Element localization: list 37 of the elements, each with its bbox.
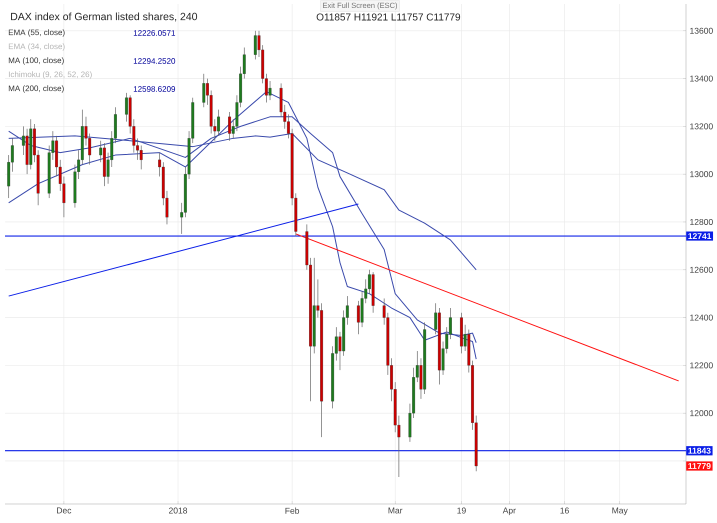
x-tick-label: Apr — [502, 508, 516, 516]
annotation: EMA (55, close) — [8, 29, 65, 37]
y-tick-label: 13600 — [690, 28, 713, 34]
candlestick — [254, 30, 257, 60]
annotation: 11779 — [688, 462, 711, 469]
annotation: 12226.0571 — [134, 30, 176, 36]
x-tick-label: May — [612, 508, 628, 516]
candlestick — [228, 112, 231, 142]
ref-line-label: 12741 — [688, 233, 712, 240]
candlestick — [356, 300, 360, 335]
x-tick-label: Feb — [285, 508, 300, 514]
annotation: Ichimoku (9, 26, 52, 26) — [8, 71, 92, 79]
x-tick-label: 2018 — [168, 508, 188, 514]
y-tick-label: 13200 — [690, 123, 713, 130]
annotation: MA (100, close) — [8, 57, 64, 65]
y-tick-label: 12000 — [690, 410, 713, 416]
candlestick — [217, 109, 220, 136]
y-tick-label: 12800 — [690, 218, 713, 225]
candlestick — [202, 73, 206, 108]
annotation: EMA (34, close) — [8, 43, 65, 51]
candlestick — [360, 290, 364, 328]
x-tick-label: Dec — [57, 508, 72, 514]
y-tick-label: 13000 — [690, 171, 713, 178]
x-tick-label: 16 — [560, 508, 569, 514]
y-tick-label: 12600 — [690, 266, 713, 273]
y-tick-label: 12400 — [690, 314, 713, 321]
annotation: 12294.2520 — [134, 58, 176, 64]
annotation: 12598.6209 — [134, 86, 176, 92]
x-tick-label: Mar — [388, 508, 402, 514]
candlestick — [268, 80, 272, 100]
y-tick-label: 12200 — [690, 362, 713, 368]
annotation: MA (200, close) — [8, 85, 64, 93]
text: DAX index of German listed shares, 240 — [11, 12, 198, 22]
ref-line-label: 11843 — [688, 448, 711, 454]
y-tick-label: 13400 — [690, 76, 713, 82]
text: O11857 H11921 L11757 C11779 — [316, 13, 460, 21]
x-tick-label: 19 — [457, 508, 466, 514]
